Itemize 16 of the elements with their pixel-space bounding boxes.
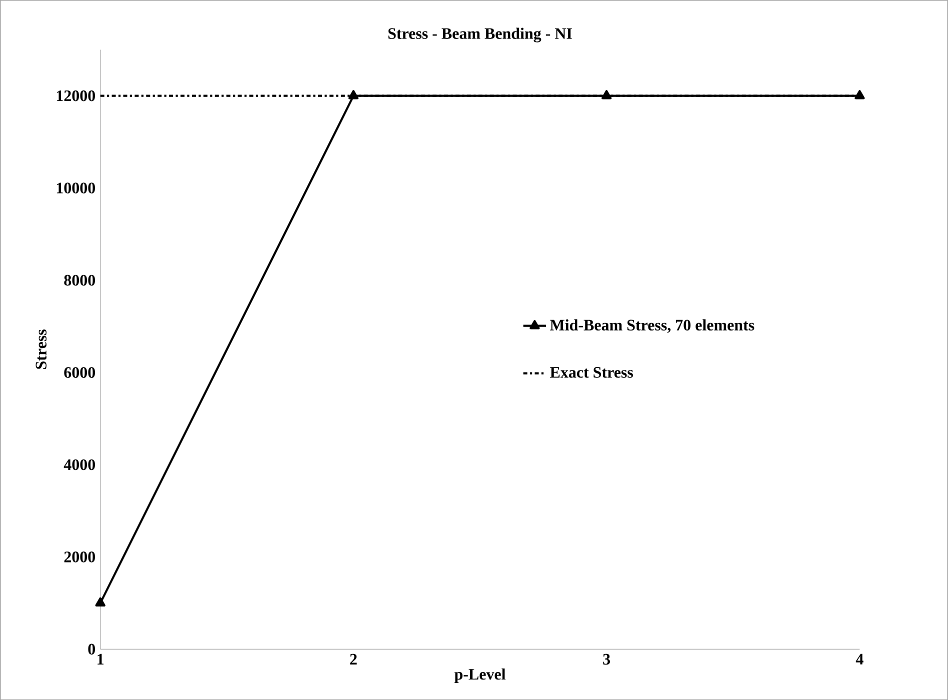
y-tick-label: 6000 xyxy=(64,367,95,378)
y-tick-label: 12000 xyxy=(56,90,95,102)
y-tick-label: 0 xyxy=(88,644,95,654)
y-tick-label: 10000 xyxy=(56,182,95,194)
y-tick-label: 8000 xyxy=(64,274,95,286)
y-axis-title: Stress xyxy=(36,329,46,369)
y-tick-label: 4000 xyxy=(64,459,95,470)
x-axis-title: p-Level xyxy=(454,668,506,683)
legend-label: Exact Stress xyxy=(550,366,634,378)
chart-title: Stress - Beam Bending - NI xyxy=(388,28,572,42)
legend-label: Mid-Beam Stress, 70 elements xyxy=(550,319,754,333)
x-tick-label: 1 xyxy=(98,654,104,664)
x-tick-label: 2 xyxy=(350,654,357,664)
y-tick-label: 2000 xyxy=(64,551,95,562)
x-tick-label: 3 xyxy=(603,654,610,665)
x-tick-label: 4 xyxy=(856,654,864,664)
